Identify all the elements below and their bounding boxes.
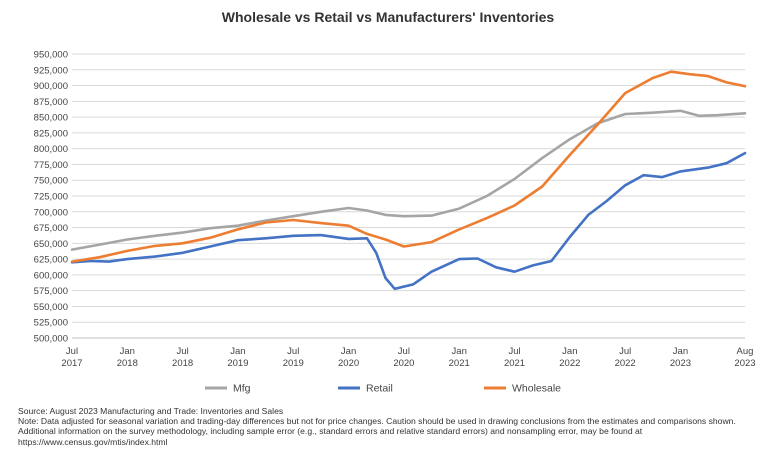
y-tick-label: 625,000 [34,255,68,266]
notes: Source: August 2023 Manufacturing and Tr… [18,406,763,447]
y-tick-label: 650,000 [34,239,68,250]
source-text: Source: August 2023 Manufacturing and Tr… [18,406,284,416]
y-tick-label: 700,000 [34,207,68,218]
x-tick-month: Jan [230,346,245,357]
y-tick-label: 825,000 [34,128,68,139]
x-tick-month: Jan [452,346,467,357]
x-tick-month: Jan [562,346,577,357]
x-tick-month: Jul [508,346,520,357]
y-tick-label: 875,000 [34,97,68,108]
x-tick-year: 2021 [504,358,525,369]
x-tick-month: Jul [619,346,631,357]
y-tick-label: 925,000 [34,65,68,76]
x-tick-year: 2022 [615,358,636,369]
x-tick-year: 2019 [283,358,304,369]
line-chart: Wholesale vs Retail vs Manufacturers' In… [34,9,756,395]
x-tick-year: 2018 [117,358,138,369]
y-tick-label: 775,000 [34,160,68,171]
note-text: Note: Data adjusted for seasonal variati… [18,416,736,447]
y-tick-label: 675,000 [34,223,68,234]
y-tick-label: 750,000 [34,176,68,187]
x-tick-month: Jul [177,346,189,357]
x-tick-month: Jul [398,346,410,357]
grid [72,53,745,339]
series-line-retail [70,151,747,291]
y-tick-label: 900,000 [34,81,68,92]
x-tick-month: Jan [673,346,688,357]
legend: Mfg Retail Wholesale [205,383,561,395]
y-tick-label: 950,000 [34,50,68,61]
y-axis: 500,000 525,000 550,000 575,000 600,000 625,0… [34,50,68,345]
series-layer [70,70,747,291]
series-line-mfg [70,109,747,251]
series-line-wholesale [70,70,747,263]
y-tick-label: 575,000 [34,286,68,297]
x-tick-year: 2021 [449,358,470,369]
legend-label-retail: Retail [366,383,393,395]
y-tick-label: 525,000 [34,318,68,329]
x-tick-month: Jan [120,346,135,357]
x-tick-year: 2020 [393,358,414,369]
x-tick-year: 2023 [670,358,691,369]
x-tick-year: 2019 [227,358,248,369]
y-tick-label: 500,000 [34,334,68,345]
x-tick-year: 2018 [172,358,193,369]
legend-label-mfg: Mfg [233,383,251,395]
x-tick-year: 2017 [61,358,82,369]
y-tick-label: 725,000 [34,192,68,203]
x-tick-year: 2020 [338,358,359,369]
y-tick-label: 800,000 [34,144,68,155]
y-tick-label: 550,000 [34,302,68,313]
x-tick-month: Jan [341,346,356,357]
chart-title: Wholesale vs Retail vs Manufacturers' In… [222,9,555,25]
y-tick-label: 850,000 [34,113,68,124]
x-tick-month: Jul [66,346,78,357]
x-axis: Jul2017Jan2018Jul2018Jan2019Jul2019Jan20… [61,337,756,369]
y-tick-label: 600,000 [34,270,68,281]
x-tick-year: 2023 [734,358,755,369]
x-tick-year: 2022 [559,358,580,369]
legend-label-wholesale: Wholesale [512,383,561,395]
x-tick-month: Aug [737,346,754,357]
x-tick-month: Jul [287,346,299,357]
